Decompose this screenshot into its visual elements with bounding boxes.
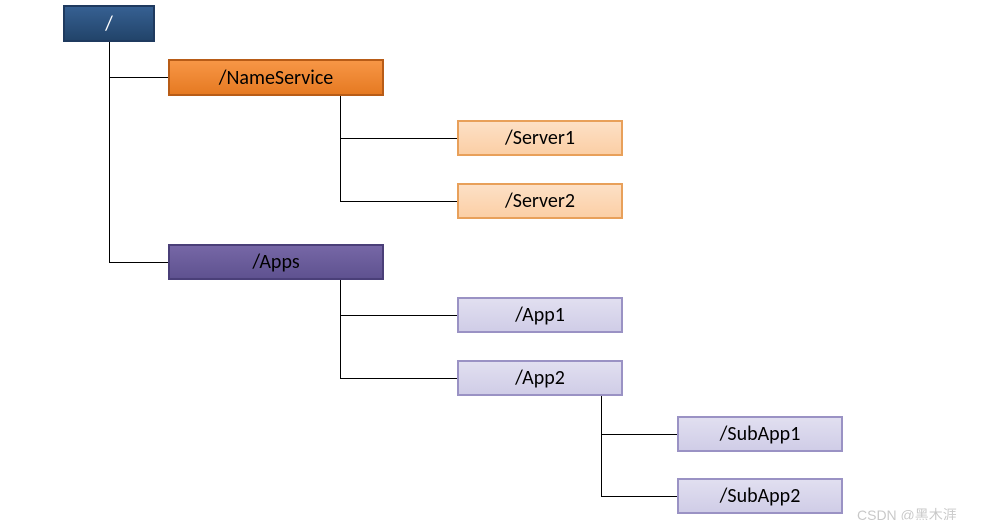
node-subapp1: /SubApp1 (677, 416, 843, 452)
edge-trunk-nameservice (340, 96, 341, 201)
edge-trunk-root (109, 42, 110, 262)
edge-to-app2 (340, 378, 457, 379)
node-server1: /Server1 (457, 120, 623, 156)
edge-trunk-apps (340, 280, 341, 378)
node-app2: /App2 (457, 360, 623, 396)
edge-to-nameservice (109, 77, 168, 78)
node-nameservice: /NameService (168, 59, 384, 96)
edge-to-server2 (340, 201, 457, 202)
node-app1: /App1 (457, 297, 623, 333)
watermark-text: CSDN @黑木涯 (857, 505, 957, 520)
node-root: / (63, 5, 155, 42)
edge-to-subapp2 (601, 496, 677, 497)
edge-to-app1 (340, 315, 457, 316)
node-server2: /Server2 (457, 183, 623, 219)
node-subapp2: /SubApp2 (677, 478, 843, 514)
node-apps: /Apps (168, 244, 384, 280)
edge-to-server1 (340, 138, 457, 139)
edge-trunk-app2 (601, 396, 602, 496)
edge-to-subapp1 (601, 434, 677, 435)
edge-to-apps (109, 262, 168, 263)
tree-diagram: / /NameService /Server1 /Server2 /Apps /… (0, 0, 981, 520)
